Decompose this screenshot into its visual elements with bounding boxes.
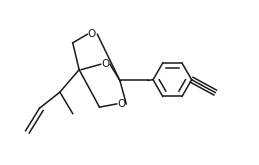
Text: O: O	[88, 29, 96, 39]
Text: O: O	[101, 59, 109, 69]
Text: O: O	[118, 99, 126, 109]
